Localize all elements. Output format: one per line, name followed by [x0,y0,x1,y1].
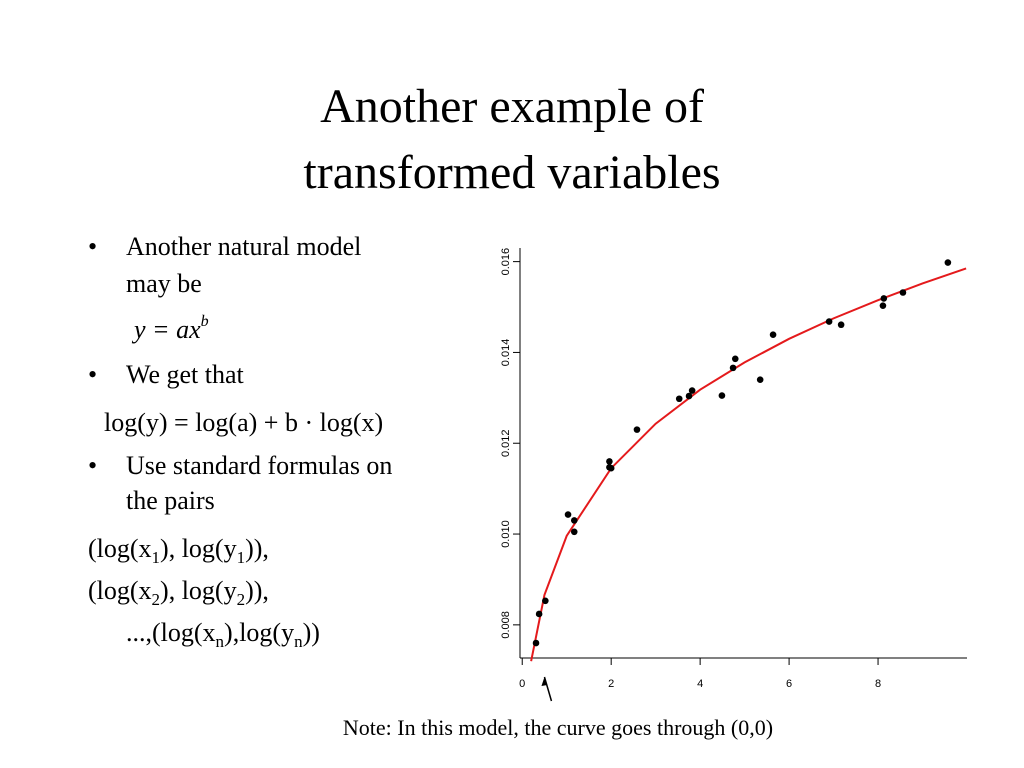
note: Note: In this model, the curve goes thro… [343,715,773,740]
point [685,392,693,400]
pair-part: (log(x [88,534,152,563]
point [879,302,887,309]
subscript: n [216,632,225,651]
point [535,610,543,618]
point [718,392,726,399]
pair-text: (log(x1), log(y1)), [88,534,269,567]
x-tick-label: 6 [786,678,792,690]
point [675,395,683,403]
point [731,355,739,363]
point [837,321,845,329]
point [899,289,907,296]
bullet-text: Use standard formulas on [126,451,392,480]
pair-part: (log(x [88,576,152,605]
pair-part: )), [245,534,269,563]
pair-part: )), [245,576,269,605]
bullet-text: the pairs [126,486,215,515]
pair-part: ), log(y [160,576,237,605]
formula: y = axb [131,313,209,344]
point [729,364,737,372]
bullet-text: Another natural model [126,232,361,261]
slide-title: Another example of [320,80,704,133]
y-tick-label: 0.008 [500,611,512,639]
point [944,259,952,266]
bullet-symbol: • [88,232,97,261]
y-tick-label: 0.016 [500,248,512,276]
pair-part: )) [303,618,320,647]
point [570,517,578,524]
subscript: 2 [152,590,161,609]
pair-part: ), log(y [160,534,237,563]
bullet-text: may be [126,269,202,298]
point [606,458,613,465]
bullet-text: We get that [126,360,245,389]
bullet-symbol: • [88,360,97,389]
x-tick-label: 4 [697,678,703,690]
point [880,295,888,302]
slide-title: transformed variables [303,146,720,199]
pair-text: (log(x2), log(y2)), [88,576,269,609]
fit-curve [530,267,967,662]
x-tick-label: 8 [875,678,881,690]
point [756,376,764,383]
subscript: 1 [237,548,246,567]
x-tick-label: 2 [608,678,614,690]
point [532,639,540,647]
formula-sup: b [201,313,209,330]
point [542,597,549,605]
arrow-head [541,677,548,686]
point [688,387,696,394]
formula: log(y) = log(a) + b · log(x) [104,408,383,437]
plot: 0.008 0.010 0.012 0.014 0.016 0 2 4 6 8 [500,248,967,702]
pair-text: ...,(log(xn),log(yn)) [126,618,320,651]
subscript: n [294,632,303,651]
pair-part: ),log(y [224,618,294,647]
point [633,426,641,433]
point [570,528,578,536]
subscript: 2 [237,590,246,609]
formula-base: y = ax [131,315,201,344]
y-tick-label: 0.010 [500,520,512,548]
x-tick-label: 0 [519,678,525,690]
y-tick-label: 0.012 [500,429,512,457]
bullet-symbol: • [88,451,97,480]
point [769,331,777,339]
point [607,464,615,472]
pair-part: ...,(log(x [126,618,216,647]
point [825,318,833,325]
point [564,511,572,518]
y-tick-label: 0.014 [500,339,512,367]
subscript: 1 [152,548,161,567]
